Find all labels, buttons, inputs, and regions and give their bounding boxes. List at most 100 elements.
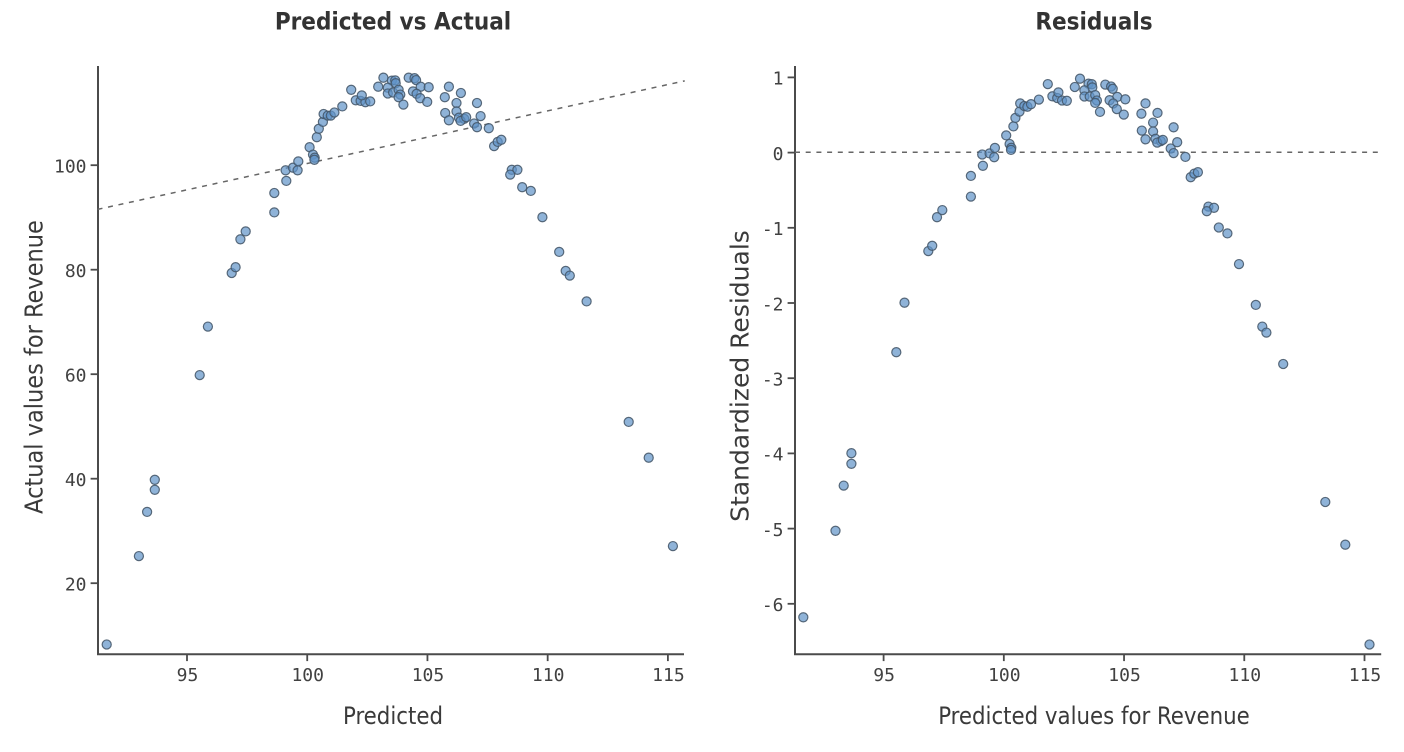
scatter-point: [965, 170, 977, 182]
scatter-point: [149, 484, 160, 495]
scatter-point: [1136, 125, 1147, 136]
scatter-point: [517, 182, 528, 193]
x-tick-label: 105: [1108, 665, 1141, 686]
scatter-point: [443, 115, 455, 126]
scatter-point: [133, 550, 145, 562]
scatter-point: [461, 112, 472, 123]
scatter-point: [1172, 137, 1183, 148]
scatter-point: [830, 525, 841, 536]
scatter-point: [1147, 117, 1159, 128]
x-tick-label: 95: [873, 665, 895, 686]
scatter-point: [505, 169, 516, 180]
y-tick-label: 1: [773, 69, 784, 90]
plot-title: Residuals: [1035, 8, 1152, 36]
scatter-point: [1213, 222, 1224, 233]
scatter-point: [846, 458, 857, 469]
scatter-point: [798, 612, 809, 623]
scatter-point: [451, 97, 462, 109]
x-tick-label: 100: [988, 665, 1021, 686]
scatter-point: [475, 110, 486, 122]
scatter-point: [1111, 103, 1122, 115]
x-axis-title: Predicted values for Revenue: [938, 702, 1250, 730]
scatter-point: [1168, 122, 1179, 133]
scatter-point: [581, 296, 592, 307]
scatter-point: [1053, 87, 1064, 98]
scatter-point: [281, 175, 292, 187]
scatter-point: [564, 270, 575, 281]
scatter-point: [346, 84, 357, 95]
scatter-point: [365, 96, 376, 107]
scatter-point: [965, 191, 977, 202]
scatter-point: [356, 90, 367, 101]
scatter-point: [927, 240, 938, 251]
scatter-point: [1320, 496, 1331, 508]
x-tick-label: 110: [1229, 665, 1262, 686]
scatter-point: [1001, 130, 1012, 141]
scatter-point: [1140, 134, 1151, 145]
scatter-point: [1201, 206, 1212, 217]
scatter-point: [1118, 109, 1129, 120]
y-tick-label: 0: [773, 144, 784, 165]
y-tick-label: 100: [54, 157, 87, 178]
scatter-point: [101, 639, 112, 650]
scatter-point: [373, 81, 384, 92]
scatter-point: [1222, 228, 1233, 239]
scatter-point: [1061, 95, 1072, 106]
scatter-point: [292, 165, 303, 176]
scatter-point: [554, 246, 565, 258]
scatter-point: [1192, 167, 1204, 178]
plot-title: Predicted vs Actual: [275, 8, 511, 36]
scatter-point: [1180, 151, 1191, 163]
scatter-point: [1005, 144, 1017, 156]
scatter-point: [623, 416, 634, 428]
scatter-point: [1094, 106, 1106, 118]
scatter-point: [141, 506, 153, 518]
scatter-point: [1340, 539, 1351, 550]
scatter-point: [230, 262, 241, 273]
scatter-point: [269, 207, 280, 218]
scatter-point: [269, 187, 280, 199]
scatter-point: [423, 82, 434, 93]
scatter-point: [937, 204, 948, 216]
scatter-point: [1250, 299, 1261, 311]
scatter-point: [846, 448, 857, 459]
y-tick-label: -4: [762, 445, 784, 466]
scatter-point: [1042, 78, 1053, 90]
x-tick-label: 110: [532, 665, 565, 686]
scatter-point: [643, 452, 654, 463]
scatter-point: [899, 297, 910, 308]
scatter-point: [1008, 121, 1019, 132]
scatter-point: [1090, 97, 1101, 109]
plot-residuals: 1 0 -1 -2 -3 -4 -5 -6 95 100 105 110 115 Residuals Pre…: [726, 8, 1382, 730]
y-tick-label: -1: [762, 219, 784, 240]
scatter-point: [240, 226, 251, 237]
scatter-point: [977, 160, 989, 171]
scatter-point: [471, 97, 483, 109]
scatter-point: [1152, 107, 1163, 119]
scatter-point: [838, 480, 849, 491]
scatter-point: [667, 540, 679, 552]
scatter-point: [311, 132, 322, 143]
scatter-point: [235, 234, 246, 245]
scatter-point: [512, 164, 523, 175]
scatter-point: [149, 474, 160, 485]
y-axis-title: Actual values for Revenue: [20, 220, 49, 514]
scatter-point: [1033, 94, 1045, 105]
scatter-point: [293, 156, 304, 167]
scatter-point: [1069, 81, 1080, 93]
scatter-point: [1120, 94, 1131, 105]
scatter-point: [1278, 358, 1289, 370]
y-tick-label: 60: [65, 366, 87, 387]
scatter-point: [329, 107, 340, 118]
scatter-point: [202, 321, 214, 332]
x-tick-label: 105: [412, 665, 445, 686]
scatter-point: [525, 185, 536, 197]
y-tick-label: -2: [762, 294, 784, 315]
scatter-point: [931, 212, 943, 223]
scatter-point: [455, 87, 467, 99]
scatter-point: [1136, 108, 1147, 119]
y-tick-label: 20: [65, 575, 87, 596]
scatter-point: [1168, 147, 1179, 159]
